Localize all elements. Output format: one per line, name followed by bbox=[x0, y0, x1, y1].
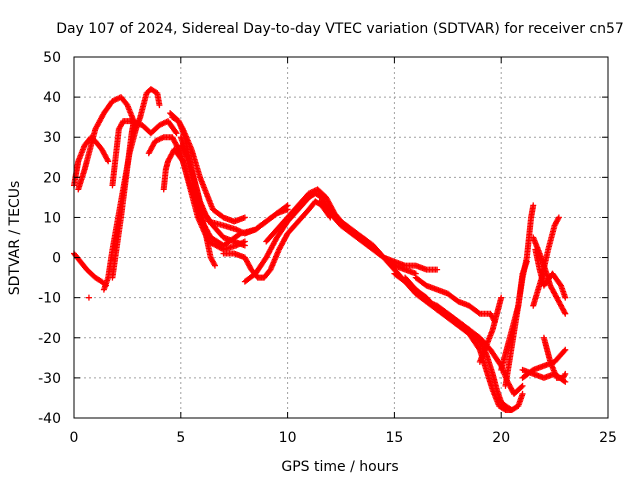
grid-lines bbox=[74, 57, 608, 418]
axis-tick-labels: 0 5 10 15 20 25 -40 -30 -20 -10 0 10 20 30 40 50 bbox=[38, 50, 617, 446]
data-point-marker bbox=[173, 130, 180, 137]
data-point-marker bbox=[562, 378, 569, 385]
series-arc-29 bbox=[532, 246, 569, 301]
x-axis-label: GPS time / hours bbox=[281, 459, 398, 475]
data-point-marker bbox=[562, 294, 569, 301]
series-arc-3 bbox=[85, 294, 92, 301]
chart-title: Day 107 of 2024, Sidereal Day-to-day VTE… bbox=[56, 21, 624, 37]
series-arc-20 bbox=[412, 274, 498, 325]
series-arc-27 bbox=[530, 214, 562, 309]
data-point-marker bbox=[562, 346, 569, 353]
data-point-marker bbox=[561, 372, 568, 379]
data-point-marker bbox=[211, 262, 218, 269]
data-point-marker bbox=[475, 309, 482, 316]
y-tick-label: 40 bbox=[43, 90, 61, 106]
data-point-marker bbox=[518, 383, 525, 390]
series-arc-11 bbox=[169, 114, 248, 225]
y-tick-label: -30 bbox=[38, 371, 61, 387]
data-point-marker bbox=[498, 294, 505, 301]
data-point-marker bbox=[211, 261, 218, 268]
plot-frame bbox=[73, 56, 609, 419]
data-point-marker bbox=[85, 294, 92, 301]
x-tick-label: 5 bbox=[176, 430, 185, 446]
y-tick-label: 20 bbox=[43, 170, 61, 186]
x-tick-label: 20 bbox=[492, 430, 510, 446]
data-point-marker bbox=[555, 214, 562, 221]
data-point-marker bbox=[241, 242, 248, 249]
data-point-marker bbox=[476, 345, 483, 352]
series-arc-4 bbox=[75, 94, 137, 193]
y-axis-label: SDTVAR / TECUs bbox=[7, 181, 23, 296]
data-point-marker bbox=[562, 370, 569, 377]
data-point-marker bbox=[283, 203, 290, 210]
data-point-marker bbox=[561, 347, 568, 354]
y-tick-label: 30 bbox=[43, 130, 61, 146]
data-point-marker bbox=[104, 156, 111, 163]
data-point-marker bbox=[562, 310, 569, 317]
data-point-marker bbox=[519, 382, 526, 389]
series-arc-7 bbox=[109, 118, 137, 281]
y-tick-label: 50 bbox=[43, 50, 61, 66]
data-point-marker bbox=[241, 214, 248, 221]
x-tick-label: 10 bbox=[279, 430, 297, 446]
series-arc-13 bbox=[177, 142, 248, 249]
data-point-marker bbox=[183, 152, 190, 159]
x-tick-label: 15 bbox=[385, 430, 403, 446]
series-arc-21 bbox=[476, 294, 505, 365]
y-tick-label: -40 bbox=[38, 411, 61, 427]
y-tick-label: -20 bbox=[38, 331, 61, 347]
data-point-marker bbox=[179, 124, 186, 131]
data-point-marker bbox=[130, 118, 137, 125]
series-arc-23 bbox=[502, 258, 530, 389]
data-point-marker bbox=[105, 158, 112, 165]
y-tick-label: -10 bbox=[38, 291, 61, 307]
data-point-marker bbox=[523, 258, 530, 265]
series-arc-6 bbox=[109, 118, 180, 189]
x-tick-label: 25 bbox=[599, 430, 617, 446]
data-point-marker bbox=[284, 202, 291, 209]
axis-ticks bbox=[73, 56, 609, 419]
data-point-marker bbox=[434, 266, 441, 273]
data-point-marker bbox=[179, 157, 186, 164]
x-tick-label: 0 bbox=[70, 430, 79, 446]
data-point-marker bbox=[555, 215, 562, 222]
data-point-marker bbox=[508, 406, 515, 413]
data-point-marker bbox=[561, 309, 568, 316]
y-tick-label: 10 bbox=[43, 210, 61, 226]
data-points bbox=[71, 86, 569, 413]
y-tick-label: 0 bbox=[52, 251, 61, 267]
data-point-marker bbox=[530, 202, 537, 209]
series-arc-28 bbox=[540, 334, 569, 381]
data-point-marker bbox=[172, 129, 179, 136]
data-point-marker bbox=[156, 102, 163, 109]
data-point-marker bbox=[519, 390, 526, 397]
